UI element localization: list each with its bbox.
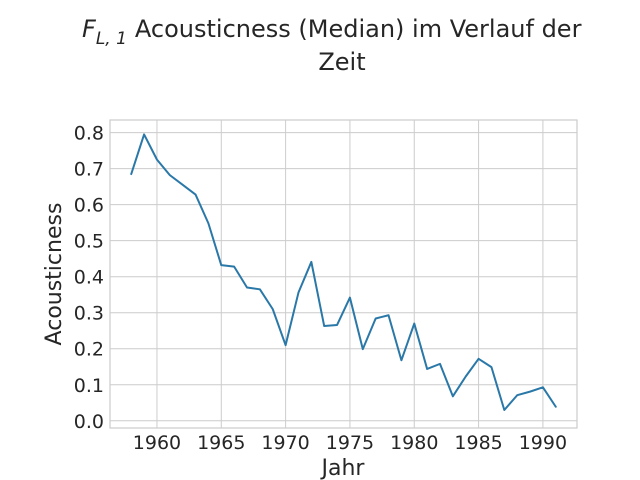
- plot-frame: [109, 119, 578, 429]
- y-tick-label: 0.1: [74, 375, 104, 397]
- x-tick-label: 1970: [261, 432, 309, 454]
- y-tick-labels: 0.0 0.1 0.2 0.3 0.4 0.5 0.6 0.7 0.8: [74, 123, 104, 433]
- x-axis-label: Jahr: [320, 456, 366, 480]
- chart-title-line1: FL, 1 Acousticness (Median) im Verlauf de…: [82, 15, 582, 49]
- y-tick-label: 0.8: [74, 123, 104, 145]
- title-math-base: F: [82, 15, 97, 43]
- grid: [110, 120, 577, 428]
- x-tick-labels: 1960 1965 1970 1975 1980 1985 1990: [133, 432, 567, 454]
- y-tick-label: 0.6: [74, 195, 104, 217]
- y-tick-label: 0.3: [74, 303, 104, 325]
- x-tick-label: 1960: [133, 432, 181, 454]
- chart-title: FL, 1 Acousticness (Median) im Verlauf de…: [82, 15, 582, 76]
- x-tick-label: 1975: [326, 432, 374, 454]
- x-tick-label: 1980: [390, 432, 438, 454]
- chart-title-line2: Zeit: [318, 48, 365, 76]
- y-tick-label: 0.7: [74, 159, 104, 181]
- x-tick-label: 1985: [454, 432, 502, 454]
- y-tick-label: 0.2: [74, 339, 104, 361]
- x-tick-label: 1965: [197, 432, 245, 454]
- title-text-main: Acousticness (Median) im Verlauf der: [135, 15, 582, 43]
- y-tick-label: 0.5: [74, 231, 104, 253]
- y-tick-label: 0.4: [74, 267, 104, 289]
- title-math-sub: L, 1: [96, 29, 127, 49]
- x-tick-label: 1990: [519, 432, 567, 454]
- y-tick-label: 0.0: [74, 411, 104, 433]
- series-line: [130, 133, 557, 411]
- y-axis-label: Acousticness: [42, 203, 67, 346]
